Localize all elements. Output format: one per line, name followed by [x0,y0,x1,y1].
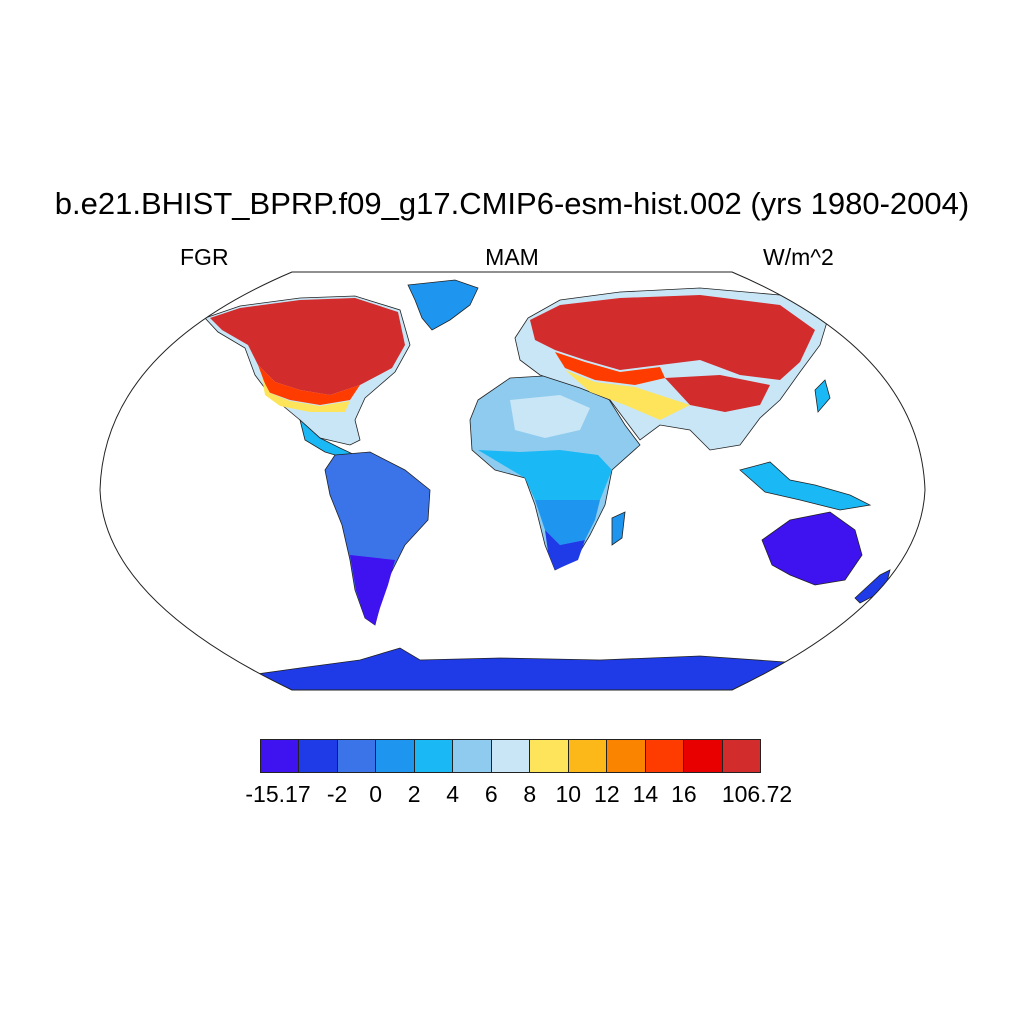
region-northern-eurasia [530,295,815,380]
region-southern-africa-tip [545,530,585,570]
region-southern-africa [535,500,600,545]
map-outline [99,271,926,691]
colorbar-label: 2 [407,781,421,807]
colorbar-label: 4 [446,781,460,807]
region-north-america-high [210,298,405,395]
region-north-america-mid [258,365,360,405]
land-madagascar [611,511,626,546]
colorbar-label: 16 [671,781,697,807]
colorbar-label: 106.72 [721,781,793,807]
colorbar-box-8 [568,740,608,772]
region-eurasia-south [565,370,690,420]
colorbar-label: -15.17 [245,781,311,807]
colorbar-box-11 [684,740,723,772]
colorbar-label: 0 [369,781,383,807]
variable-label: FGR [180,244,229,270]
land-new-zealand [854,569,891,604]
colorbar-label: 6 [484,781,498,807]
colorbar-label: 14 [632,781,659,807]
land-japan [814,379,831,413]
colorbar-box-4 [414,740,454,772]
colorbar-box-6 [491,740,531,772]
region-central-asia [665,375,770,412]
units-label: W/m^2 [763,244,834,270]
colorbar-box-2 [337,740,377,772]
region-sahara [510,395,590,438]
region-patagonia [350,555,395,625]
land-australia [761,511,863,586]
colorbar-label: 10 [555,781,582,807]
land-maritime-southeast-asia [739,461,872,511]
land-antarctica [139,647,901,690]
colorbar-box-7 [530,740,569,772]
colorbar-box-0 [261,740,300,772]
colorbar-box-10 [645,740,685,772]
land-greenland [407,279,479,331]
region-north-america-south [262,378,350,412]
region-tropical-africa [478,450,612,500]
colorbar-box-9 [607,740,646,772]
colorbar-box-1 [299,740,338,772]
colorbar-box-3 [376,740,415,772]
season-label: MAM [485,244,539,270]
colorbar-label: -2 [326,781,348,807]
colorbar [260,739,761,773]
map-title: b.e21.BHIST_BPRP.f09_g17.CMIP6-esm-hist.… [54,186,970,221]
colorbar-label: 8 [523,781,537,807]
colorbar-box-5 [453,740,492,772]
colorbar-label: 12 [594,781,620,807]
region-eurasia-transition [555,352,665,385]
colorbar-box-12 [722,740,761,772]
